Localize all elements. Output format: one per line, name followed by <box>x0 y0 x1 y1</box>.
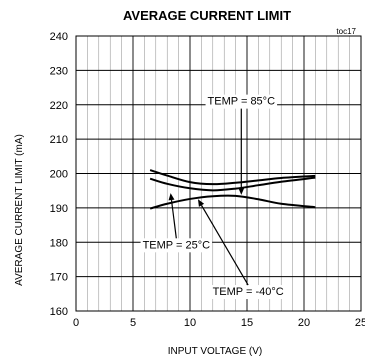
y-tick-label: 240 <box>50 31 68 43</box>
annotation-label: TEMP = -40°C <box>213 286 284 298</box>
y-tick-label: 160 <box>50 306 68 318</box>
y-axis-label: AVERAGE CURRENT LIMIT (mA) <box>14 134 25 286</box>
annotation-background <box>140 238 213 253</box>
chart-title: AVERAGE CURRENT LIMIT <box>123 8 291 23</box>
x-axis-label: INPUT VOLTAGE (V) <box>168 346 262 357</box>
y-tick-labels: 160 170 180 190 200 210 220 230 240 <box>50 31 68 318</box>
x-tick-label: 5 <box>130 317 136 329</box>
annotation-temp-25-c: TEMP = 25°C <box>140 193 213 253</box>
annotation-arrowhead <box>168 193 175 201</box>
annotation-label: TEMP = 85°C <box>208 96 276 108</box>
x-tick-label: 20 <box>298 317 310 329</box>
series-line-temp-40-c <box>149 194 316 210</box>
annotation-background <box>205 94 278 109</box>
y-tick-label: 170 <box>50 272 68 284</box>
y-tick-label: 200 <box>50 169 68 181</box>
y-tick-label: 230 <box>50 65 68 77</box>
annotation-background <box>210 285 286 300</box>
annotation-arrowhead <box>238 187 245 195</box>
x-tick-labels: 0 5 10 15 20 25 <box>73 317 365 329</box>
x-tick-label: 10 <box>184 317 196 329</box>
y-tick-label: 220 <box>50 100 68 112</box>
figure-tag: toc17 <box>336 27 356 36</box>
x-tick-label: 25 <box>355 317 365 329</box>
x-tick-label: 15 <box>241 317 253 329</box>
annotation-arrow-line <box>200 205 249 286</box>
plot-frame <box>75 35 362 312</box>
annotation-temp-85-c: TEMP = 85°C <box>205 94 278 195</box>
annotation-arrow-line <box>170 199 177 239</box>
annotation-label: TEMP = 25°C <box>143 239 211 251</box>
annotation-temp-40-c: TEMP = -40°C <box>197 199 286 300</box>
annotation-arrowhead <box>197 199 205 207</box>
annotation-layer: TEMP = 85°C TEMP = 25°C TEMP = -40°C <box>140 94 286 300</box>
grid-lines <box>76 36 361 311</box>
y-tick-label: 210 <box>50 134 68 146</box>
series-line-temp-25-c <box>149 176 316 192</box>
series-line-temp-85-c <box>149 169 316 186</box>
y-tick-label: 190 <box>50 203 68 215</box>
series-layer <box>149 169 316 210</box>
x-tick-label: 0 <box>73 317 79 329</box>
y-tick-label: 180 <box>50 237 68 249</box>
